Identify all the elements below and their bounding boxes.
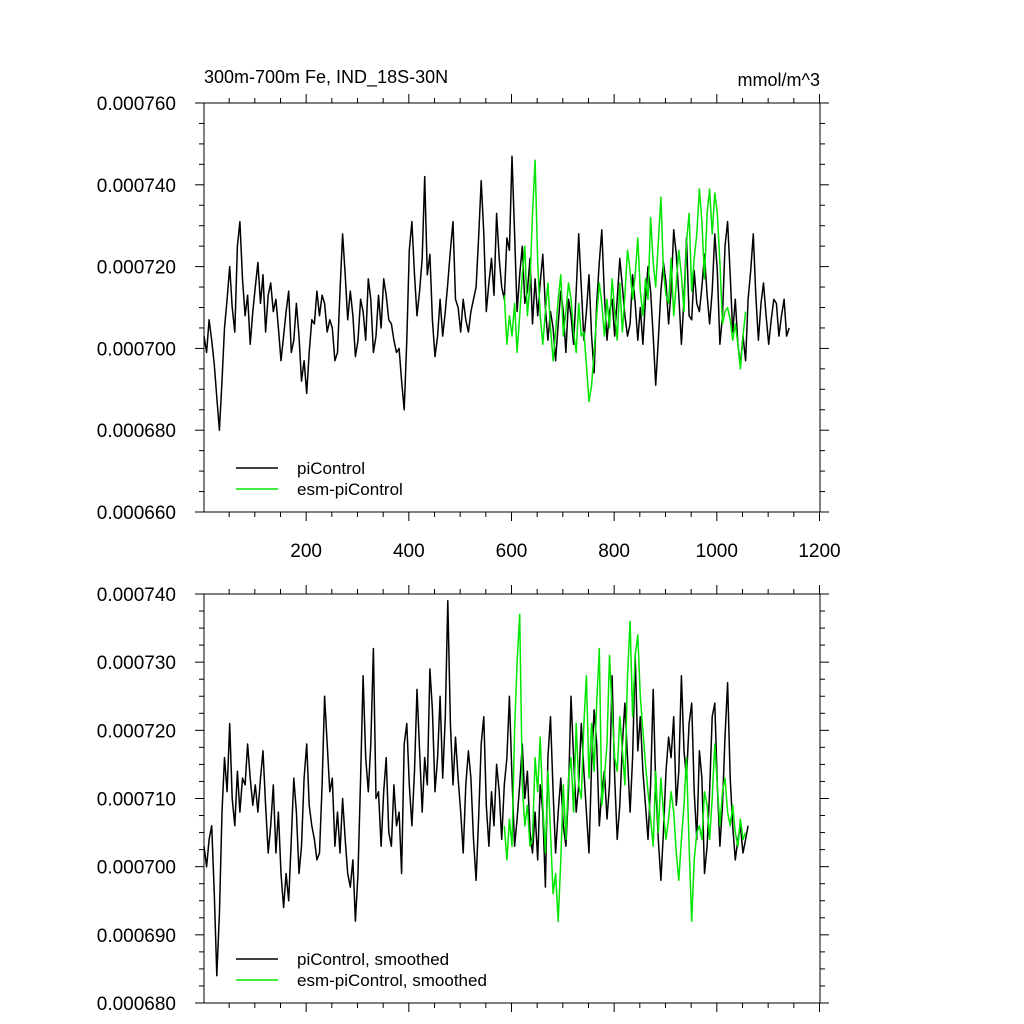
bottom-plot-frame — [203, 593, 821, 1004]
top-legend: piControl esm-piControl — [236, 459, 403, 499]
bottom-legend-label: piControl, smoothed — [297, 950, 449, 969]
top-x-tick-label: 1200 — [798, 541, 840, 562]
top-y-tick-label: 0.000720 — [97, 258, 176, 279]
bottom-series-lines — [203, 600, 749, 977]
top-x-tick-label: 800 — [598, 541, 630, 562]
top-y-tick-label: 0.000680 — [97, 421, 176, 442]
bottom-y-tick-label: 0.000740 — [97, 585, 176, 606]
top-panel: 200 400 600 800 1000 1200 0.000660 0.000680 0.00… — [97, 94, 841, 562]
bottom-series-esm-picontrol-line — [503, 613, 747, 922]
top-y-tick-label: 0.000700 — [97, 339, 176, 360]
top-x-tick-label: 200 — [290, 541, 322, 562]
bottom-panel: 0.000680 0.000690 0.000700 0.000710 0.000720… — [97, 585, 829, 1015]
bottom-y-tick-label: 0.000710 — [97, 790, 176, 811]
top-legend-label: piControl — [297, 459, 365, 478]
top-axes: 200 400 600 800 1000 1200 0.000660 0.000680 0.00… — [97, 94, 841, 562]
top-y-tick-label: 0.000740 — [97, 176, 176, 197]
top-legend-label: esm-piControl — [297, 480, 403, 499]
bottom-series-picontrol-line — [203, 600, 749, 977]
bottom-legend: piControl, smoothed esm-piControl, smooth… — [236, 950, 487, 990]
units-label: mmol/m^3 — [738, 70, 820, 90]
top-y-tick-label: 0.000760 — [97, 94, 176, 115]
top-series-lines — [203, 155, 790, 431]
top-x-tick-label: 1000 — [696, 541, 738, 562]
bottom-y-tick-label: 0.000730 — [97, 653, 176, 674]
bottom-y-tick-label: 0.000700 — [97, 858, 176, 879]
top-series-esm-picontrol-line — [503, 159, 747, 403]
bottom-axes: 0.000680 0.000690 0.000700 0.000710 0.000720… — [97, 585, 829, 1015]
top-x-tick-label: 400 — [393, 541, 425, 562]
top-series-picontrol-line — [203, 155, 790, 431]
bottom-y-tick-label: 0.000720 — [97, 721, 176, 742]
bottom-y-tick-label: 0.000680 — [97, 994, 176, 1015]
chart-title: 300m-700m Fe, IND_18S-30N — [204, 67, 448, 88]
top-x-tick-label: 600 — [496, 541, 528, 562]
bottom-legend-label: esm-piControl, smoothed — [297, 971, 487, 990]
top-y-tick-label: 0.000660 — [97, 503, 176, 524]
bottom-y-tick-label: 0.000690 — [97, 926, 176, 947]
